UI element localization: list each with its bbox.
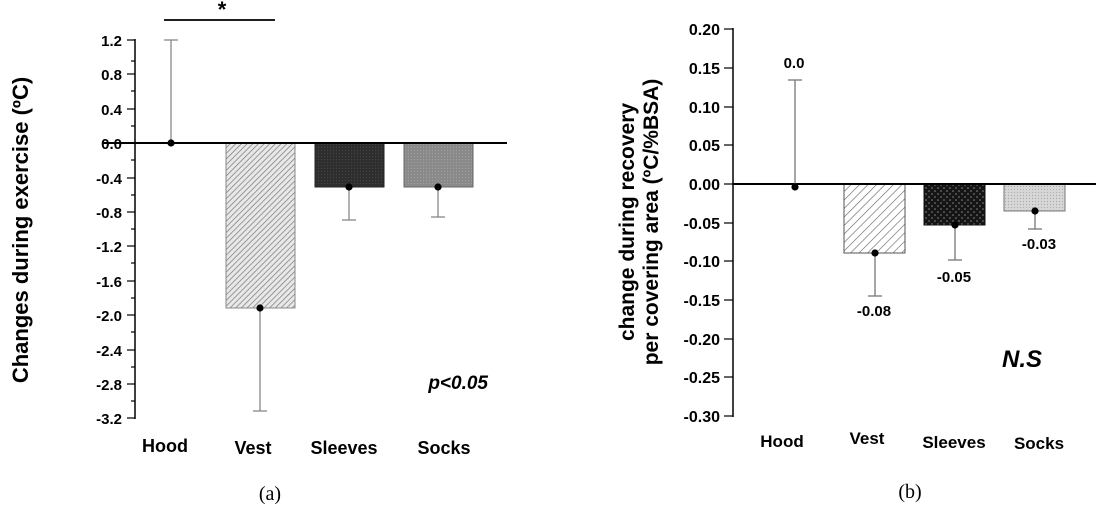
svg-text:0.00: 0.00 <box>689 177 720 194</box>
svg-text:-0.03: -0.03 <box>1022 236 1056 253</box>
chart-b-ytick-labels: 0.20 0.15 0.10 0.05 0.00 -0.05 -0.10 -0.… <box>684 22 721 426</box>
svg-text:-0.8: -0.8 <box>96 205 122 222</box>
svg-text:-2.8: -2.8 <box>96 377 122 394</box>
svg-text:-0.30: -0.30 <box>684 409 721 426</box>
svg-text:Socks: Socks <box>417 438 470 458</box>
chart-b-ylabel-line2: per covering area (ºC/%BSA) <box>640 79 663 366</box>
svg-text:Sleeves: Sleeves <box>310 438 377 458</box>
svg-text:1.2: 1.2 <box>101 33 122 50</box>
bar-sleeves-b <box>923 183 986 226</box>
svg-text:-0.10: -0.10 <box>684 254 721 271</box>
chart-a-ylabel: Changes during exercise (ºC) <box>8 77 33 383</box>
svg-text:-1.6: -1.6 <box>96 274 122 291</box>
panel-label-b: (b) <box>898 481 921 503</box>
svg-text:Vest: Vest <box>234 438 271 458</box>
svg-text:Sleeves: Sleeves <box>922 433 985 452</box>
chart-b-mean-dots <box>791 183 1039 257</box>
ns-annotation: N.S <box>1002 346 1042 373</box>
bar-vest-a <box>225 142 296 309</box>
svg-text:Hood: Hood <box>760 432 803 451</box>
svg-text:0.15: 0.15 <box>689 61 720 78</box>
svg-text:0.0: 0.0 <box>784 55 805 72</box>
bar-vest-b <box>843 183 906 254</box>
svg-text:0.05: 0.05 <box>689 138 720 155</box>
significance-star: * <box>218 0 227 22</box>
chart-b-xtick-labels: Hood Vest Sleeves Socks <box>760 429 1064 453</box>
svg-text:-0.08: -0.08 <box>857 303 891 320</box>
chart-b-y-ticks <box>724 28 733 417</box>
svg-text:0.4: 0.4 <box>101 102 123 119</box>
svg-text:0.8: 0.8 <box>101 67 122 84</box>
chart-a: Changes during exercise (ºC) 1.2 0.8 0.4… <box>8 0 507 505</box>
svg-text:Vest: Vest <box>850 429 885 448</box>
bar-socks-a <box>403 142 474 188</box>
svg-text:-0.05: -0.05 <box>684 216 721 233</box>
svg-text:-0.15: -0.15 <box>684 293 721 310</box>
svg-text:-3.2: -3.2 <box>96 411 122 428</box>
chart-a-xtick-labels: Hood Vest Sleeves Socks <box>142 436 471 458</box>
svg-text:0.20: 0.20 <box>689 22 720 39</box>
p-value-annotation: p<0.05 <box>427 373 488 394</box>
svg-text:0.0: 0.0 <box>101 136 122 153</box>
svg-text:-2.4: -2.4 <box>96 343 123 360</box>
chart-a-ytick-labels: 1.2 0.8 0.4 0.0 -0.4 -0.8 -1.2 -1.6 -2.0… <box>96 33 123 428</box>
bar-sleeves-a <box>314 142 385 188</box>
svg-text:-0.25: -0.25 <box>684 370 721 387</box>
chart-b-ylabel-line1: change during recovery <box>616 103 639 341</box>
chart-a-mean-dots <box>167 139 442 312</box>
chart-a-y-ticks <box>127 39 135 419</box>
svg-text:0.10: 0.10 <box>689 100 720 117</box>
chart-b-value-labels: 0.0 -0.08 -0.05 -0.03 <box>784 55 1057 320</box>
svg-text:-0.4: -0.4 <box>96 171 123 188</box>
svg-text:Hood: Hood <box>142 436 188 456</box>
chart-b-error-bars <box>788 79 1042 297</box>
svg-text:-2.0: -2.0 <box>96 308 122 325</box>
chart-a-error-bars <box>164 39 445 412</box>
bar-socks-b <box>1003 183 1066 212</box>
svg-text:-1.2: -1.2 <box>96 239 122 256</box>
svg-text:Socks: Socks <box>1014 434 1064 453</box>
chart-b: change during recovery per covering area… <box>616 22 1096 503</box>
svg-text:-0.20: -0.20 <box>684 332 721 349</box>
svg-text:-0.05: -0.05 <box>937 269 971 286</box>
panel-label-a: (a) <box>259 483 281 505</box>
